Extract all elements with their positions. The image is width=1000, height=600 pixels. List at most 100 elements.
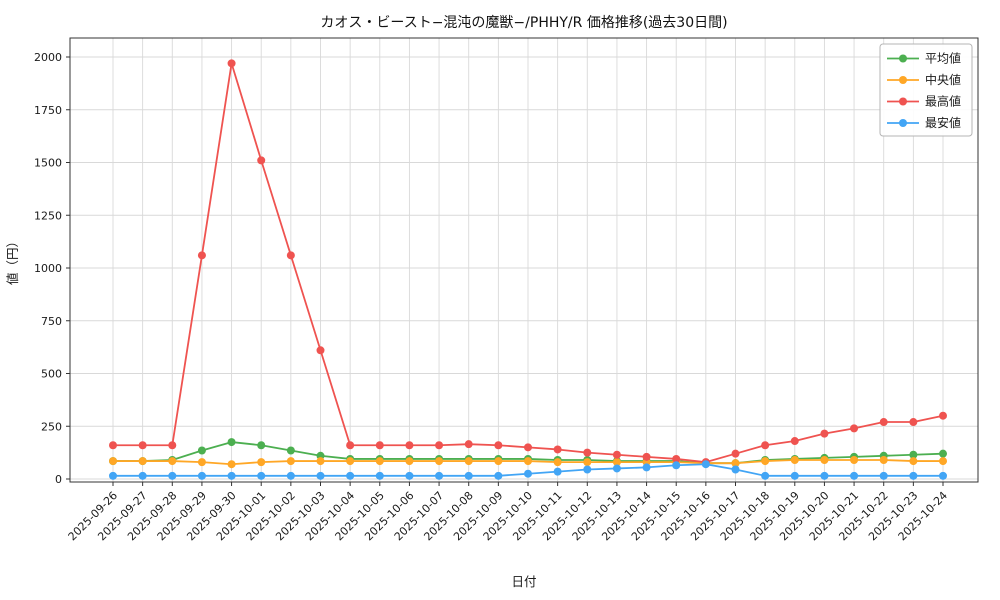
legend-marker <box>899 76 907 84</box>
legend-marker <box>899 97 907 106</box>
data-point-marker <box>939 471 947 480</box>
data-point-marker <box>583 458 592 467</box>
legend-marker <box>899 54 907 63</box>
data-point-marker <box>138 441 147 450</box>
data-point-marker <box>850 424 859 433</box>
data-point-marker <box>346 441 355 450</box>
y-axis-label: 値（円） <box>5 235 20 285</box>
data-point-marker <box>761 457 770 466</box>
data-point-marker <box>286 446 295 455</box>
data-point-marker <box>138 457 147 466</box>
data-point-marker <box>524 443 532 452</box>
data-point-marker <box>612 464 621 473</box>
data-point-marker <box>731 465 740 474</box>
data-point-marker <box>494 457 503 466</box>
data-point-marker <box>197 458 206 467</box>
data-point-marker <box>939 449 947 458</box>
data-point-marker <box>109 441 117 450</box>
data-point-marker <box>909 471 918 480</box>
y-tick-label: 500 <box>41 368 62 381</box>
data-point-marker <box>790 456 799 465</box>
data-point-marker <box>731 459 740 468</box>
data-point-marker <box>494 471 503 480</box>
data-point-marker <box>227 460 236 469</box>
legend-label: 中央値 <box>925 72 961 87</box>
data-point-marker <box>375 471 384 480</box>
data-point-marker <box>316 471 325 480</box>
y-tick-label: 2000 <box>34 51 62 64</box>
grid <box>70 38 978 482</box>
series-最安値 <box>109 460 947 480</box>
data-point-marker <box>109 457 117 466</box>
data-point-marker <box>227 438 236 447</box>
chart-title: カオス・ビースト−混沌の魔獣−/PHHY/R 価格推移(過去30日間) <box>320 15 728 31</box>
data-point-marker <box>672 461 681 470</box>
data-point-marker <box>346 471 355 480</box>
data-point-marker <box>405 471 414 480</box>
data-point-marker <box>286 471 295 480</box>
data-point-marker <box>701 460 710 469</box>
data-point-marker <box>731 449 740 458</box>
data-point-marker <box>257 471 266 480</box>
data-point-marker <box>494 441 503 450</box>
y-tick-label: 250 <box>41 420 62 433</box>
data-point-marker <box>168 471 177 480</box>
data-point-marker <box>375 441 384 450</box>
data-point-marker <box>464 440 473 449</box>
y-tick-label: 1750 <box>34 104 62 117</box>
data-point-marker <box>820 456 829 465</box>
data-point-marker <box>464 471 473 480</box>
data-point-marker <box>612 450 621 459</box>
data-point-marker <box>286 251 295 260</box>
y-tick-label: 1000 <box>34 262 62 275</box>
data-point-marker <box>850 456 859 465</box>
data-point-marker <box>316 457 325 466</box>
legend-label: 平均値 <box>925 51 961 66</box>
data-point-marker <box>405 441 414 450</box>
y-tick-label: 0 <box>55 473 62 486</box>
data-point-marker <box>939 411 947 420</box>
y-tick-label: 1250 <box>34 209 62 222</box>
data-point-marker <box>583 465 592 474</box>
data-point-marker <box>464 457 473 466</box>
data-point-marker <box>435 441 444 450</box>
data-point-marker <box>524 469 532 478</box>
data-point-marker <box>909 450 918 459</box>
data-point-marker <box>790 471 799 480</box>
data-point-marker <box>761 471 770 480</box>
axis-ticks <box>66 56 944 486</box>
data-point-marker <box>820 471 829 480</box>
data-point-marker <box>672 454 681 463</box>
series-最高値 <box>109 59 947 467</box>
data-point-marker <box>553 445 562 454</box>
data-point-marker <box>879 471 888 480</box>
data-point-marker <box>197 471 206 480</box>
data-point-marker <box>909 457 918 466</box>
data-point-marker <box>909 418 918 427</box>
data-point-marker <box>405 457 414 466</box>
axes-box <box>69 37 979 483</box>
data-point-marker <box>553 458 562 467</box>
data-point-marker <box>761 441 770 450</box>
data-point-marker <box>435 471 444 480</box>
data-point-marker <box>642 452 651 461</box>
data-point-marker <box>583 448 592 457</box>
data-point-marker <box>257 156 266 165</box>
data-point-marker <box>850 471 859 480</box>
legend-box <box>879 43 973 137</box>
data-point-marker <box>939 457 947 466</box>
legend-label: 最安値 <box>925 115 961 130</box>
y-tick-label: 750 <box>41 315 62 328</box>
legend-marker <box>899 119 907 127</box>
data-point-marker <box>790 437 799 446</box>
data-point-marker <box>879 418 888 427</box>
data-point-marker <box>168 441 177 450</box>
data-point-marker <box>316 346 325 355</box>
data-point-marker <box>553 467 562 476</box>
y-tick-label: 1500 <box>34 157 62 170</box>
data-point-marker <box>820 429 829 438</box>
data-point-marker <box>375 457 384 466</box>
data-point-marker <box>227 59 236 68</box>
